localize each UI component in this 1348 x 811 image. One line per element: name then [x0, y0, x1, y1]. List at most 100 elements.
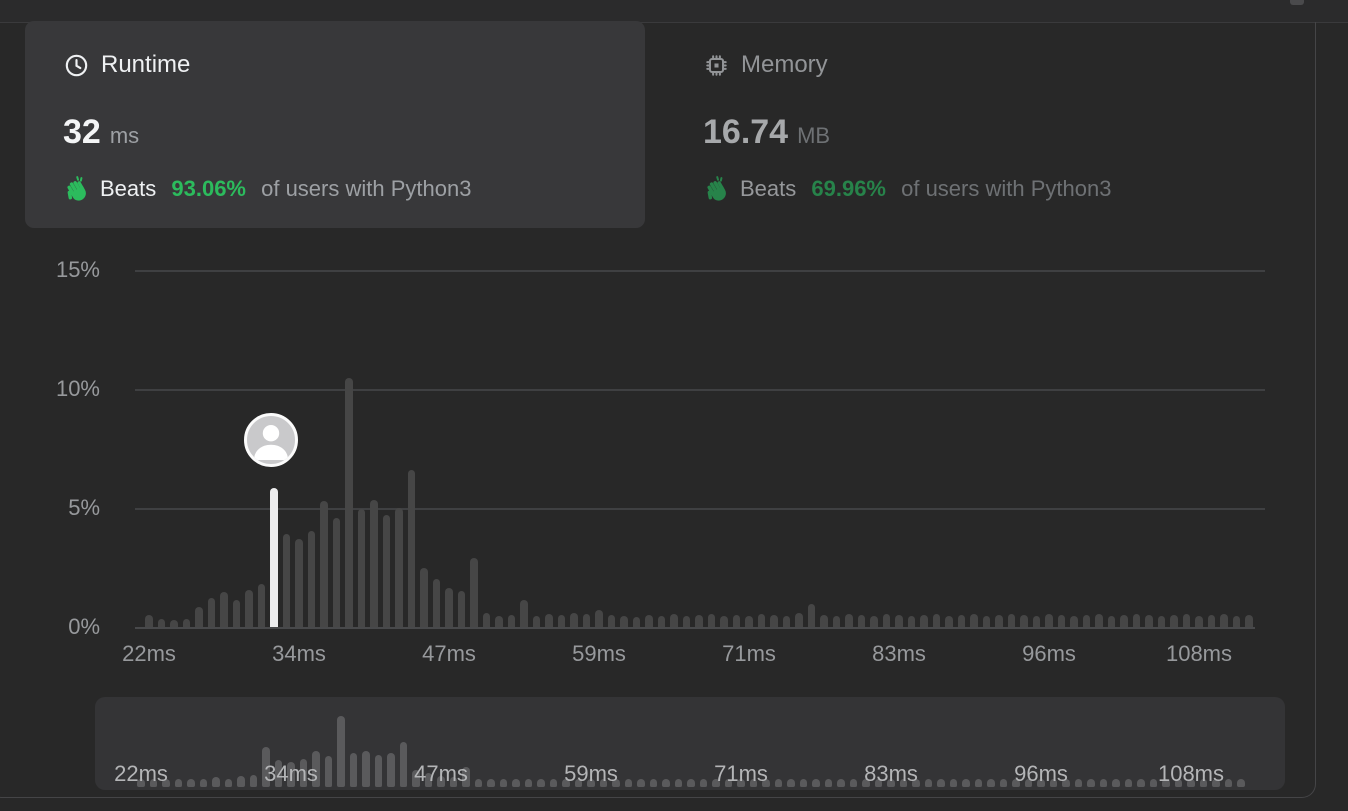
distribution-bar[interactable]	[1107, 616, 1116, 627]
distribution-bar[interactable]	[520, 599, 528, 627]
distribution-bar[interactable]	[1182, 613, 1191, 627]
distribution-bar[interactable]	[1220, 613, 1228, 627]
distribution-bar[interactable]	[1245, 615, 1253, 627]
distribution-bar[interactable]	[445, 587, 453, 627]
distribution-bar[interactable]	[470, 557, 478, 627]
distribution-minimap-brush[interactable]: 22ms 34ms 47ms 59ms 71ms 83ms 96ms 108ms	[95, 697, 1285, 790]
distribution-bar[interactable]	[995, 615, 1003, 627]
distribution-bar[interactable]	[1095, 613, 1103, 627]
distribution-bar[interactable]	[157, 618, 166, 627]
distribution-bar[interactable]	[1132, 613, 1141, 627]
distribution-bar[interactable]	[332, 517, 341, 627]
distribution-bar[interactable]	[657, 616, 666, 627]
distribution-bar[interactable]	[257, 584, 266, 627]
minimap-bar	[487, 779, 495, 787]
distribution-bar[interactable]	[882, 613, 891, 627]
runtime-stat-card[interactable]: Runtime 32 ms	[25, 21, 645, 228]
distribution-bar[interactable]	[695, 615, 703, 627]
distribution-bar[interactable]	[932, 613, 941, 627]
distribution-bar[interactable]	[1207, 615, 1216, 627]
distribution-bar[interactable]	[382, 515, 391, 627]
distribution-bar[interactable]	[607, 615, 616, 627]
distribution-bar[interactable]	[532, 616, 541, 627]
distribution-bar[interactable]	[895, 615, 903, 627]
distribution-bar[interactable]	[320, 500, 328, 627]
minimap-bar	[199, 778, 208, 787]
distribution-bar[interactable]	[595, 610, 603, 627]
distribution-bar[interactable]	[707, 613, 716, 627]
distribution-bar[interactable]	[1045, 613, 1053, 627]
distribution-bar[interactable]	[945, 616, 953, 627]
minimap-bar	[162, 779, 170, 787]
distribution-bar[interactable]	[745, 616, 753, 627]
distribution-bar[interactable]	[907, 616, 916, 627]
distribution-bar[interactable]	[795, 612, 803, 627]
distribution-bar[interactable]	[170, 619, 178, 627]
distribution-bar[interactable]	[1032, 616, 1041, 627]
distribution-bar[interactable]	[720, 616, 728, 627]
distribution-bar[interactable]	[182, 618, 191, 627]
distribution-bar[interactable]	[620, 616, 628, 627]
distribution-bar[interactable]	[307, 530, 316, 627]
distribution-bar[interactable]	[507, 615, 516, 627]
distribution-bar[interactable]	[682, 616, 691, 627]
distribution-bar[interactable]	[570, 612, 578, 627]
distribution-bar[interactable]	[1195, 616, 1203, 627]
user-runtime-bar[interactable]	[270, 487, 278, 627]
distribution-bar[interactable]	[645, 615, 653, 627]
distribution-bar[interactable]	[1145, 615, 1153, 627]
distribution-bar[interactable]	[920, 615, 928, 627]
beats-percent: 93.06%	[171, 176, 246, 201]
distribution-bar[interactable]	[832, 616, 841, 627]
distribution-bar[interactable]	[395, 508, 403, 627]
distribution-bar[interactable]	[632, 617, 641, 627]
distribution-bar[interactable]	[220, 592, 228, 627]
distribution-bar[interactable]	[782, 616, 791, 627]
distribution-bar[interactable]	[207, 598, 216, 627]
distribution-bar[interactable]	[482, 612, 491, 627]
distribution-bar[interactable]	[1007, 613, 1016, 627]
distribution-bar[interactable]	[145, 615, 153, 627]
distribution-bar[interactable]	[957, 615, 966, 627]
distribution-bar[interactable]	[1232, 616, 1241, 627]
distribution-bar[interactable]	[807, 604, 816, 627]
distribution-bar[interactable]	[295, 538, 303, 627]
runtime-title: Runtime	[101, 51, 191, 78]
distribution-bar[interactable]	[1070, 616, 1078, 627]
distribution-bar[interactable]	[420, 567, 428, 627]
distribution-bar[interactable]	[870, 616, 878, 627]
distribution-bar[interactable]	[1057, 615, 1066, 627]
distribution-bar[interactable]	[1020, 615, 1028, 627]
distribution-bar[interactable]	[1082, 615, 1091, 627]
minimap-bar	[837, 779, 845, 787]
distribution-bar[interactable]	[770, 615, 778, 627]
distribution-bar[interactable]	[1170, 615, 1178, 627]
distribution-bar[interactable]	[820, 615, 828, 627]
distribution-bar[interactable]	[557, 615, 566, 627]
distribution-bar[interactable]	[432, 579, 441, 627]
distribution-bar[interactable]	[845, 613, 853, 627]
distribution-bar[interactable]	[345, 378, 353, 627]
distribution-bar[interactable]	[545, 613, 553, 627]
distribution-bar[interactable]	[582, 613, 591, 627]
distribution-bar[interactable]	[982, 616, 991, 627]
distribution-bar[interactable]	[407, 469, 416, 627]
distribution-bar[interactable]	[670, 613, 678, 627]
distribution-bar[interactable]	[857, 615, 866, 627]
gridline-10%	[135, 389, 1265, 391]
distribution-bar[interactable]	[1157, 616, 1166, 627]
memory-stat-card[interactable]: Memory 16.74 MB	[665, 21, 1285, 228]
distribution-bar[interactable]	[370, 499, 378, 627]
distribution-bar[interactable]	[232, 599, 241, 627]
distribution-bar[interactable]	[357, 509, 366, 627]
distribution-bar[interactable]	[195, 606, 203, 627]
distribution-bar[interactable]	[457, 591, 466, 627]
distribution-bar[interactable]	[282, 534, 291, 627]
distribution-bar[interactable]	[245, 590, 253, 627]
distribution-bar[interactable]	[732, 615, 741, 627]
distribution-bar[interactable]	[495, 616, 503, 627]
distribution-bar[interactable]	[1120, 615, 1128, 627]
distribution-bar[interactable]	[970, 613, 978, 627]
distribution-bar[interactable]	[757, 613, 766, 627]
memory-unit: MB	[797, 123, 831, 148]
